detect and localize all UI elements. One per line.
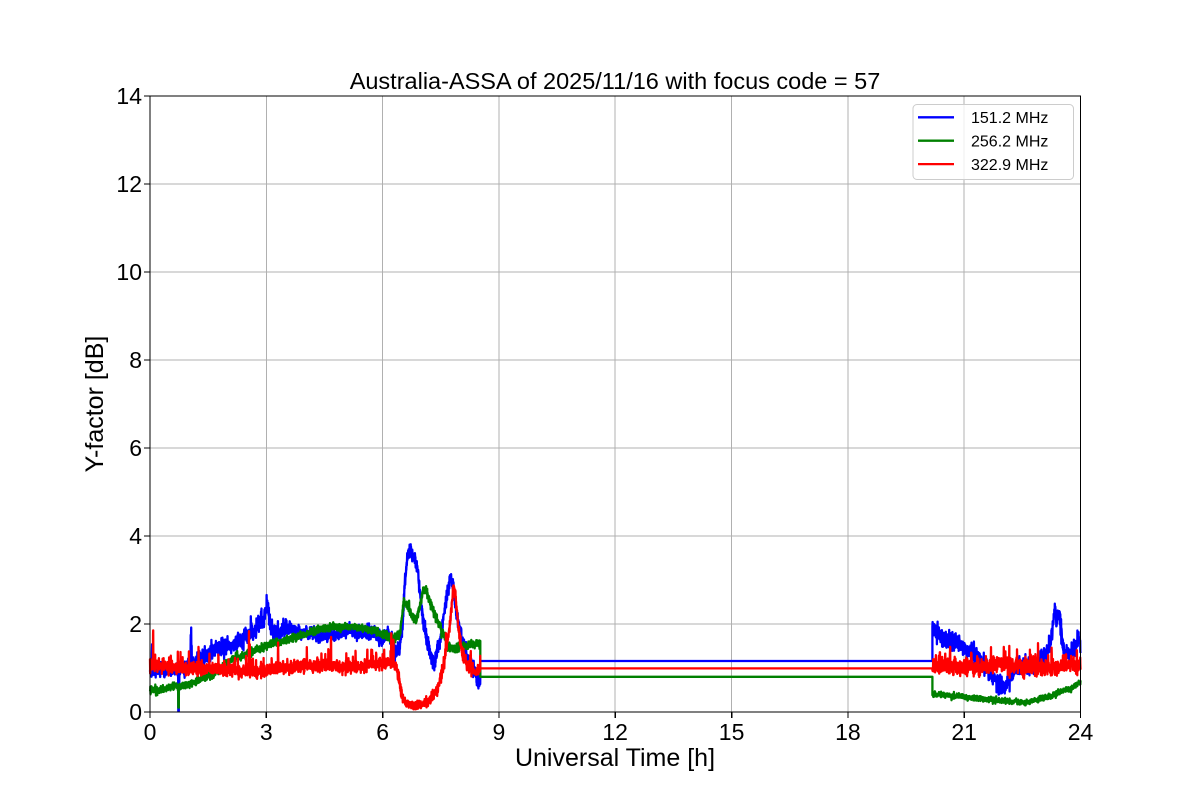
svg-text:8: 8	[129, 347, 142, 373]
svg-text:18: 18	[835, 719, 861, 745]
svg-text:Australia-ASSA of 2025/11/16 w: Australia-ASSA of 2025/11/16 with focus …	[350, 68, 881, 94]
svg-text:6: 6	[129, 435, 142, 461]
svg-text:322.9 MHz: 322.9 MHz	[971, 157, 1048, 174]
svg-text:Universal Time [h]: Universal Time [h]	[515, 744, 715, 772]
svg-text:Y-factor [dB]: Y-factor [dB]	[81, 336, 109, 473]
svg-text:12: 12	[116, 171, 142, 197]
svg-text:9: 9	[493, 719, 506, 745]
svg-text:151.2 MHz: 151.2 MHz	[971, 110, 1048, 127]
svg-text:0: 0	[144, 719, 157, 745]
svg-text:2: 2	[129, 611, 142, 637]
svg-text:24: 24	[1068, 719, 1094, 745]
svg-text:15: 15	[719, 719, 745, 745]
svg-text:0: 0	[129, 699, 142, 725]
svg-text:256.2 MHz: 256.2 MHz	[971, 133, 1048, 150]
svg-text:21: 21	[951, 719, 977, 745]
svg-text:12: 12	[602, 719, 628, 745]
svg-text:10: 10	[116, 259, 142, 285]
svg-text:14: 14	[116, 83, 142, 109]
svg-text:3: 3	[260, 719, 273, 745]
svg-text:6: 6	[376, 719, 389, 745]
svg-text:4: 4	[129, 523, 142, 549]
